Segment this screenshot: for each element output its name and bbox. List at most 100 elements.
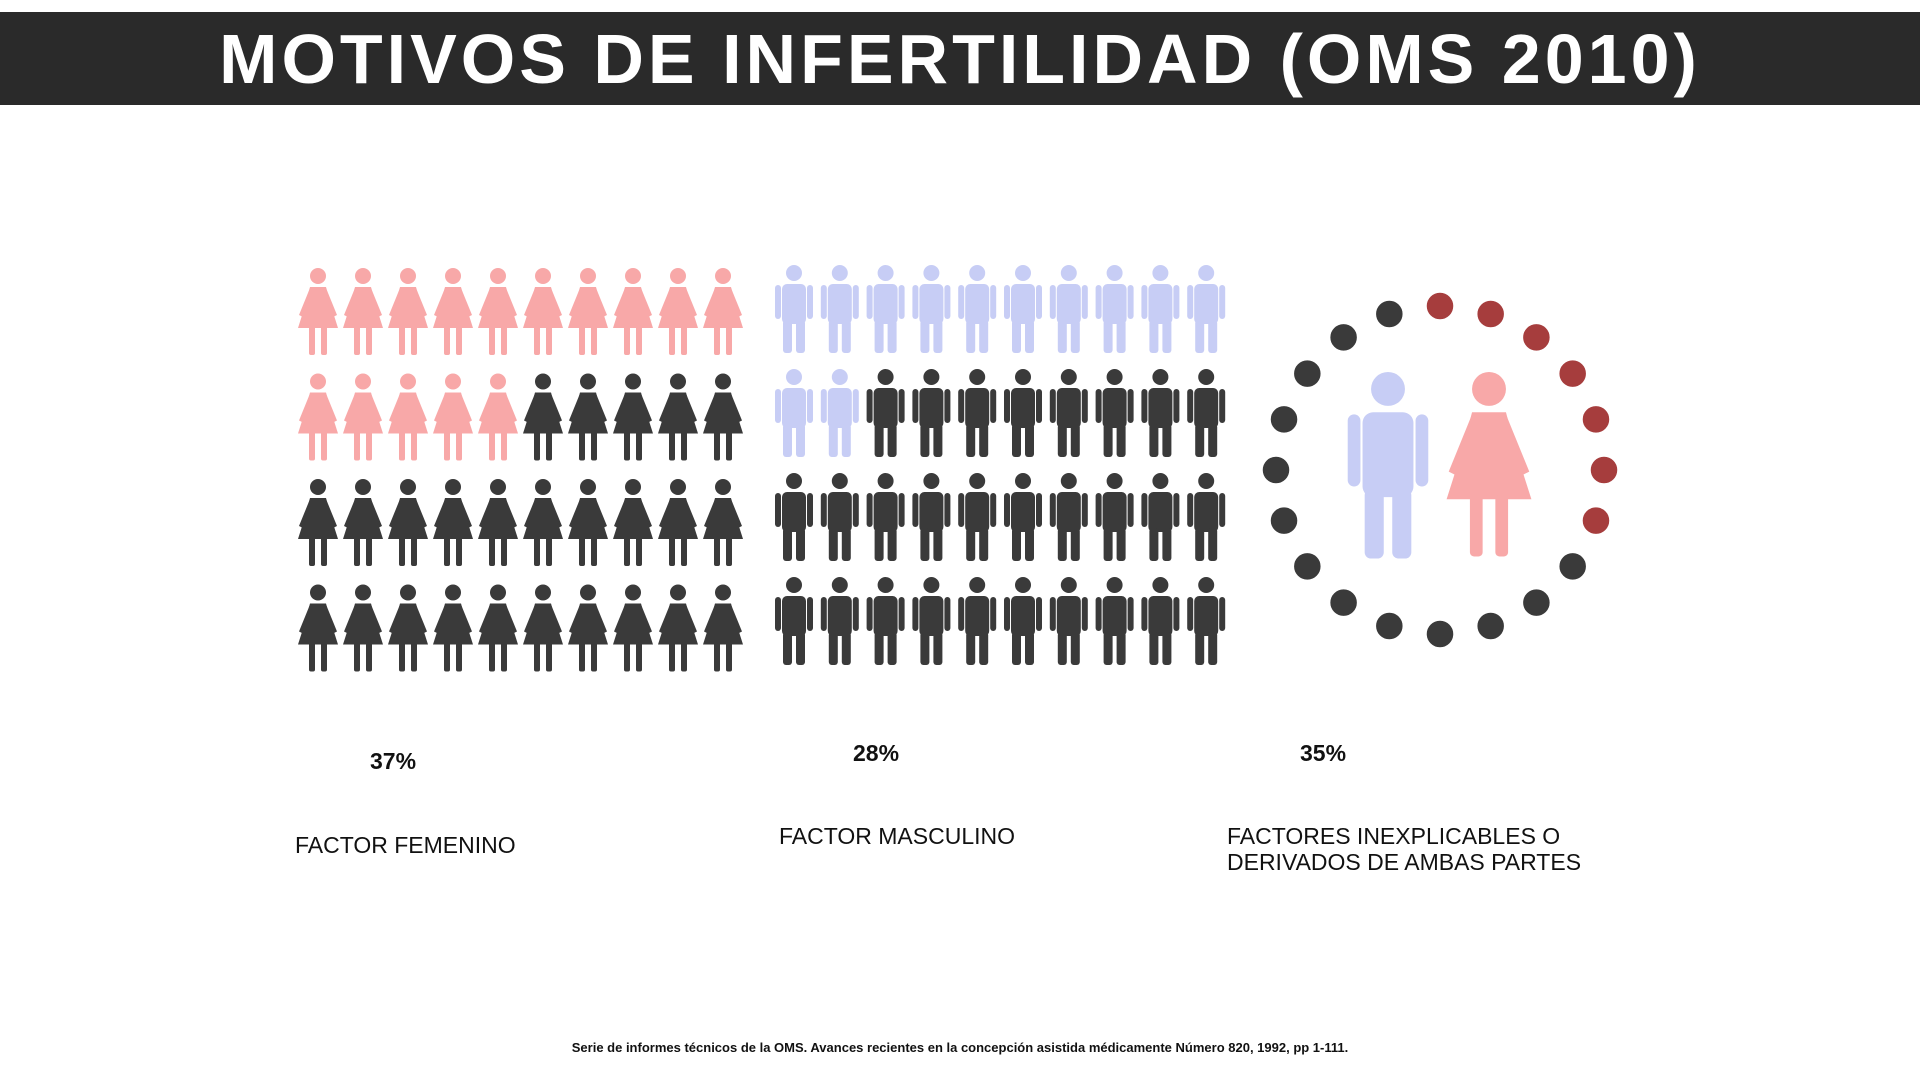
source-footnote: Serie de informes técnicos de la OMS. Av… xyxy=(571,1040,1349,1055)
male-figure-icon-39 xyxy=(1141,577,1180,665)
dot-circle-icon-17 xyxy=(1269,404,1299,435)
female-figure-icon-22 xyxy=(343,479,383,566)
dot-circle-icon-4 xyxy=(1557,358,1588,389)
dot-circle-icon-15 xyxy=(1269,505,1299,536)
dot-circle-icon-1 xyxy=(1425,291,1455,321)
female-figure-icon-27 xyxy=(568,479,608,566)
female-figure-icon-25 xyxy=(478,479,518,566)
male-figure-icon-1 xyxy=(775,265,813,353)
male-figure-icon-5 xyxy=(958,265,997,353)
male-figure-icon-15 xyxy=(958,369,997,457)
male-figure-icon-20 xyxy=(1187,369,1226,457)
value-label-female: 37% xyxy=(370,748,417,774)
category-label-female: FACTOR FEMENINO xyxy=(295,832,516,858)
female-figure-icon-20 xyxy=(703,373,743,461)
female-figure-icon-1 xyxy=(298,268,338,355)
female-figure-icon-26 xyxy=(523,479,563,566)
male-figure-icon-37 xyxy=(1049,577,1088,665)
female-figure-icon-40 xyxy=(703,584,743,672)
dot-circle-icon-12 xyxy=(1374,611,1405,641)
male-figure-icon-34 xyxy=(912,577,951,665)
female-figure-icon-14 xyxy=(433,373,473,461)
dot-circle-icon-20 xyxy=(1374,299,1405,329)
male-figure-icon-22 xyxy=(820,473,859,561)
female-figure-icon-38 xyxy=(613,584,653,672)
female-figure-icon-17 xyxy=(568,373,608,461)
male-figure-icon-28 xyxy=(1095,473,1134,561)
female-figure-icon-21 xyxy=(298,479,338,566)
dot-circle-icon-18 xyxy=(1292,358,1323,389)
female-figure-icon-3 xyxy=(388,268,428,355)
category-label-both: FACTORES INEXPLICABLES O DERIVADOS DE AM… xyxy=(1227,823,1582,875)
female-figure-icon-19 xyxy=(658,373,698,461)
male-figure-icon-21 xyxy=(775,473,813,561)
female-figure-icon-16 xyxy=(523,373,563,461)
dot-circle-icon-10 xyxy=(1475,611,1506,641)
male-figure-icon-8 xyxy=(1095,265,1134,353)
value-label-both: 35% xyxy=(1300,740,1347,766)
male-figure-icon-29 xyxy=(1141,473,1180,561)
female-figure-icon-9 xyxy=(658,268,698,355)
dot-circle-icon-16 xyxy=(1261,455,1291,485)
dot-circle-icon-9 xyxy=(1521,587,1552,618)
male-figure-icon-19 xyxy=(1141,369,1180,457)
male-figure-icon-26 xyxy=(1004,473,1042,561)
male-figure-icon-35 xyxy=(958,577,997,665)
title-bar: MOTIVOS DE INFERTILIDAD (OMS 2010) xyxy=(0,12,1920,105)
dot-circle-icon-8 xyxy=(1557,551,1588,582)
female-figure-icon-35 xyxy=(478,584,518,672)
female-figure-icon-30 xyxy=(703,479,743,566)
male-figure-icon-4 xyxy=(912,265,951,353)
male-figure-icon-31 xyxy=(775,577,813,665)
female-figure-icon-18 xyxy=(613,373,653,461)
male-figure-icon-3 xyxy=(866,265,905,353)
female-figure-icon-24 xyxy=(433,479,473,566)
male-figure-icon xyxy=(1347,372,1429,559)
male-figure-icon-17 xyxy=(1049,369,1088,457)
male-figure-icon-40 xyxy=(1187,577,1226,665)
page-title: MOTIVOS DE INFERTILIDAD (OMS 2010) xyxy=(219,19,1701,98)
category-label-male: FACTOR MASCULINO xyxy=(779,823,1015,849)
male-figure-icon-32 xyxy=(820,577,859,665)
male-figure-icon-23 xyxy=(866,473,905,561)
dot-circle-icon-13 xyxy=(1328,587,1359,618)
male-figure-icon-25 xyxy=(958,473,997,561)
male-figure-icon-10 xyxy=(1187,265,1226,353)
male-figure-icon-27 xyxy=(1049,473,1088,561)
female-figure-icon-12 xyxy=(343,373,383,461)
female-figure-icon xyxy=(1446,372,1532,557)
female-figure-icon-32 xyxy=(343,584,383,672)
female-figure-icon-6 xyxy=(523,268,563,355)
female-figure-icon-2 xyxy=(343,268,383,355)
female-figure-icon-31 xyxy=(298,584,338,672)
female-figure-icon-37 xyxy=(568,584,608,672)
female-figure-icon-28 xyxy=(613,479,653,566)
male-figure-icon-24 xyxy=(912,473,951,561)
male-figure-icon-18 xyxy=(1095,369,1134,457)
male-figure-icon-38 xyxy=(1095,577,1134,665)
female-figure-icon-23 xyxy=(388,479,428,566)
dot-circle-icon-2 xyxy=(1475,299,1506,329)
dot-circle-icon-14 xyxy=(1292,551,1323,582)
male-figure-icon-11 xyxy=(775,369,813,457)
male-figure-icon-16 xyxy=(1004,369,1042,457)
dot-circle-icon-6 xyxy=(1589,455,1619,485)
female-figure-icon-29 xyxy=(658,479,698,566)
female-figure-icon-39 xyxy=(658,584,698,672)
dot-circle-icon-11 xyxy=(1425,619,1455,649)
dot-circle-icon-19 xyxy=(1328,322,1359,353)
male-figure-icon-33 xyxy=(866,577,905,665)
dot-circle-icon-3 xyxy=(1521,322,1552,353)
female-figure-icon-33 xyxy=(388,584,428,672)
male-figure-icon-36 xyxy=(1004,577,1042,665)
female-figure-icon-5 xyxy=(478,268,518,355)
female-figure-icon-8 xyxy=(613,268,653,355)
male-figure-icon-12 xyxy=(820,369,859,457)
dot-circle-icon-5 xyxy=(1581,404,1611,435)
male-figure-icon-14 xyxy=(912,369,951,457)
male-figure-icon-7 xyxy=(1049,265,1088,353)
female-figure-icon-10 xyxy=(703,268,743,355)
female-figure-icon-36 xyxy=(523,584,563,672)
female-figure-icon-34 xyxy=(433,584,473,672)
male-figure-icon-13 xyxy=(866,369,905,457)
